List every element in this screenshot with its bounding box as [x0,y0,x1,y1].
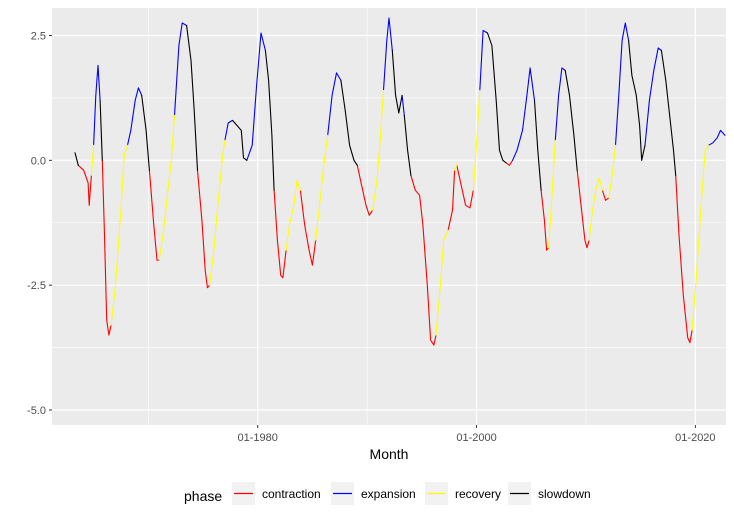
plot-panel [52,8,726,425]
series-line-slowdown [74,24,677,191]
legend-label-recovery: recovery [455,487,501,501]
phase-series-lines [74,17,726,346]
y-axis: 2.5 0.0 -2.5 -5.0 [27,30,52,417]
legend: phase contraction expansion recovery slowdo… [184,482,591,505]
y-tick-label: -5.0 [27,405,46,417]
y-tick-label: -2.5 [27,280,46,292]
x-tick-label: 01-2000 [456,432,496,444]
x-axis: 01-1980 01-2000 01-2020 [238,425,716,444]
series-line-contraction [77,159,693,346]
y-tick-label: 2.5 [31,30,46,42]
series-line-expansion [93,17,726,161]
y-tick-label: 0.0 [31,155,46,167]
legend-label-contraction: contraction [262,487,321,501]
x-axis-title: Month [370,446,409,462]
series-line-recovery [90,89,710,336]
x-tick-label: 01-2020 [675,432,715,444]
legend-label-expansion: expansion [361,487,416,501]
legend-title: phase [184,488,222,504]
legend-label-slowdown: slowdown [538,487,591,501]
x-tick-label: 01-1980 [238,432,278,444]
